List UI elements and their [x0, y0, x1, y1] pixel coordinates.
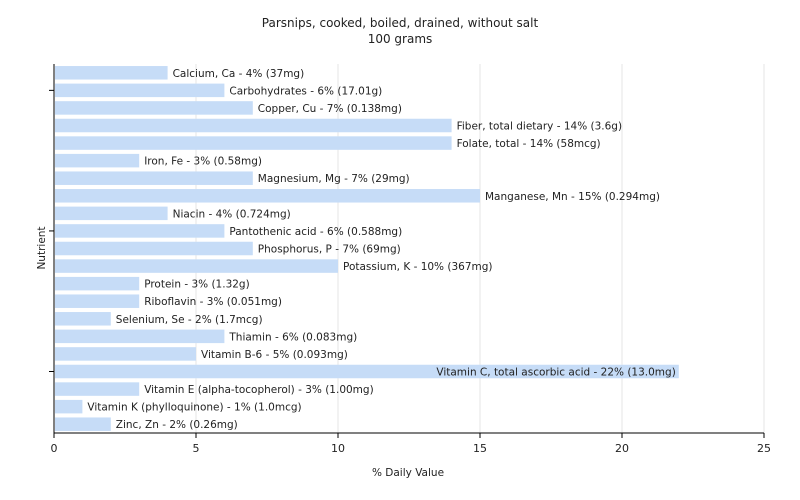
- bar: [55, 118, 452, 133]
- bar-label: Manganese, Mn - 15% (0.294mg): [485, 191, 660, 203]
- bar: [55, 329, 225, 344]
- bar-label: Calcium, Ca - 4% (37mg): [173, 68, 305, 80]
- bar-label: Copper, Cu - 7% (0.138mg): [258, 103, 402, 115]
- bar: [55, 364, 679, 379]
- bar-label: Vitamin E (alpha-tocopherol) - 3% (1.00m…: [144, 384, 374, 396]
- bar: [55, 83, 225, 98]
- bar: [55, 136, 452, 150]
- y-axis-title: Nutrient: [36, 226, 48, 269]
- bar-label: Selenium, Se - 2% (1.7mcg): [116, 314, 263, 326]
- bar-label: Pantothenic acid - 6% (0.588mg): [229, 226, 402, 238]
- bar: [55, 294, 140, 308]
- bar-label: Riboflavin - 3% (0.051mg): [144, 296, 282, 308]
- bar-label: Protein - 3% (1.32g): [144, 279, 250, 291]
- x-tick-label: 20: [615, 442, 629, 455]
- bar: [55, 347, 196, 361]
- chart-title: Parsnips, cooked, boiled, drained, witho…: [261, 16, 539, 30]
- bar: [55, 382, 140, 396]
- bar-label: Thiamin - 6% (0.083mg): [228, 331, 357, 343]
- bar-label: Magnesium, Mg - 7% (29mg): [258, 173, 410, 185]
- bar-label: Carbohydrates - 6% (17.01g): [229, 85, 382, 97]
- bar: [55, 399, 83, 414]
- bar-label: Zinc, Zn - 2% (0.26mg): [116, 419, 238, 431]
- bar-label: Fiber, total dietary - 14% (3.6g): [457, 121, 622, 133]
- x-tick-label: 15: [473, 442, 487, 455]
- x-tick-label: 25: [757, 442, 771, 455]
- x-tick-label: 0: [51, 442, 58, 455]
- bar-label: Vitamin C, total ascorbic acid - 22% (13…: [436, 367, 675, 379]
- bar: [55, 312, 111, 326]
- bar-label: Phosphorus, P - 7% (69mg): [258, 244, 401, 256]
- bar: [55, 189, 480, 203]
- bar: [55, 171, 253, 185]
- bar: [55, 417, 111, 431]
- bar-label: Potassium, K - 10% (367mg): [343, 261, 493, 273]
- bar: [55, 153, 140, 168]
- bar-label: Folate, total - 14% (58mcg): [457, 138, 601, 150]
- bar: [55, 206, 168, 221]
- bar: [55, 101, 253, 115]
- bar: [55, 66, 168, 80]
- bar-label: Iron, Fe - 3% (0.58mg): [144, 156, 262, 168]
- bar: [55, 259, 338, 273]
- x-axis-title: % Daily Value: [372, 467, 444, 479]
- bar-label: Vitamin B-6 - 5% (0.093mg): [201, 349, 348, 361]
- x-tick-label: 10: [331, 442, 345, 455]
- x-tick-label: 5: [193, 442, 200, 455]
- bar: [55, 224, 225, 238]
- bar: [55, 241, 253, 256]
- bar-label: Vitamin K (phylloquinone) - 1% (1.0mcg): [87, 402, 301, 414]
- chart-subtitle: 100 grams: [367, 32, 433, 46]
- bar: [55, 276, 140, 291]
- bar-label: Niacin - 4% (0.724mg): [173, 208, 291, 220]
